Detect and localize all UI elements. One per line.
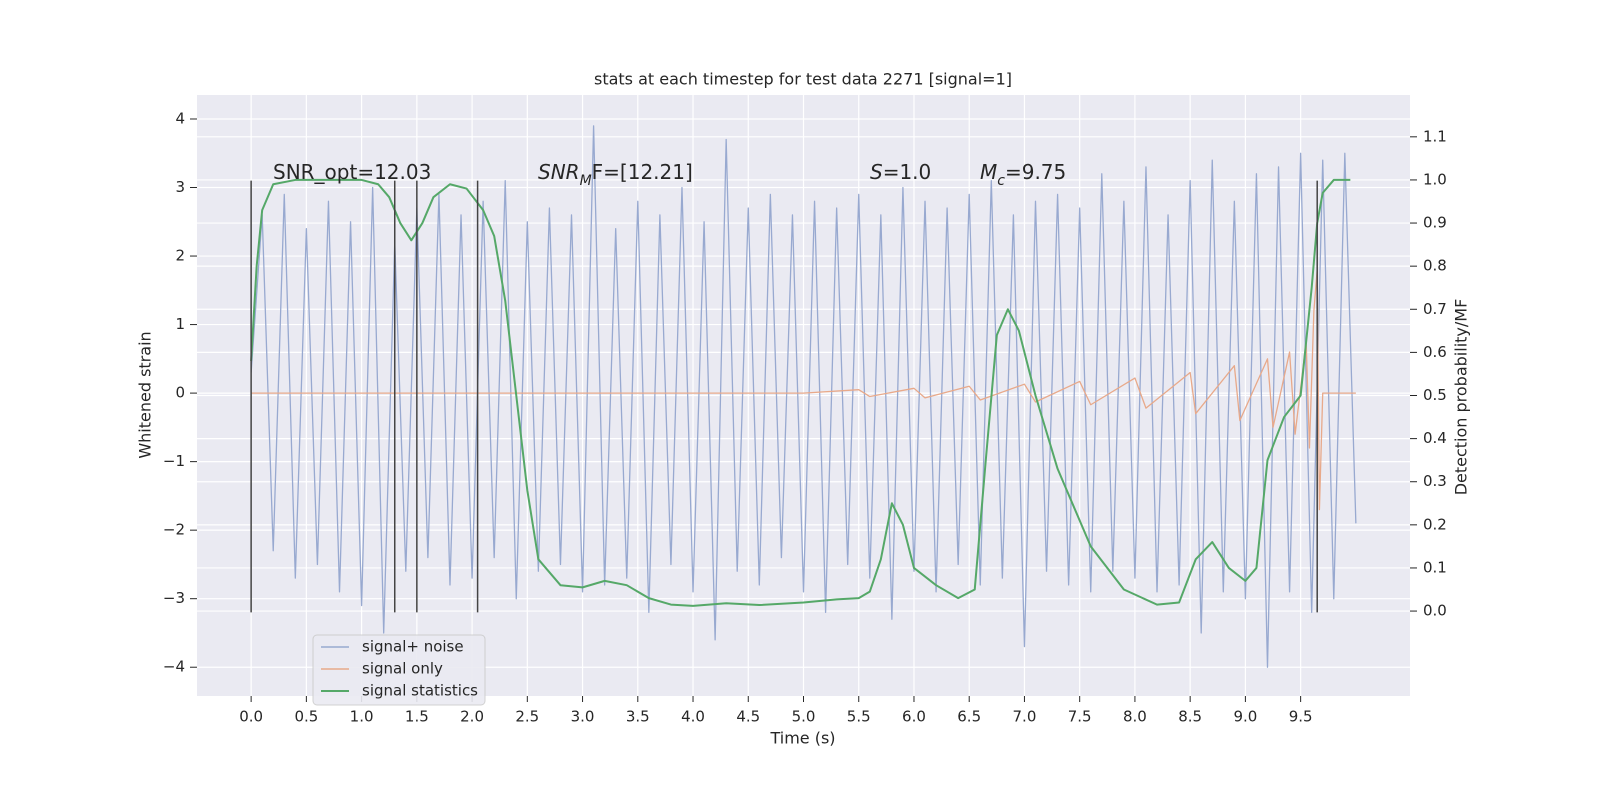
x-tick-label: 2.5 xyxy=(515,708,539,726)
x-tick-label: 4.5 xyxy=(736,708,760,726)
y-tick-label: 4 xyxy=(175,109,185,127)
annotation: S=1.0 xyxy=(870,160,931,184)
x-tick-label: 1.0 xyxy=(350,708,374,726)
y-tick-label: 3 xyxy=(175,178,185,196)
legend-label: signal only xyxy=(362,660,443,678)
x-tick-label: 2.0 xyxy=(460,708,484,726)
y-tick-label: −2 xyxy=(163,521,185,539)
y2-tick-label: 1.0 xyxy=(1423,170,1447,188)
y2-tick-label: 0.7 xyxy=(1423,300,1447,318)
x-axis-label: Time (s) xyxy=(769,729,835,748)
y-tick-label: −4 xyxy=(163,658,185,676)
x-tick-label: 5.5 xyxy=(847,708,871,726)
annotation-part: M xyxy=(580,173,592,189)
x-tick-label: 4.0 xyxy=(681,708,705,726)
x-tick-label: 9.5 xyxy=(1289,708,1313,726)
y-tick-label: −1 xyxy=(163,452,185,470)
x-tick-label: 3.5 xyxy=(626,708,650,726)
y2-tick-label: 0.3 xyxy=(1423,472,1447,490)
x-tick-label: 7.0 xyxy=(1013,708,1037,726)
x-tick-label: 6.0 xyxy=(902,708,926,726)
y2-axis-label: Detection probability/MF xyxy=(1452,299,1471,496)
annotation-part: c xyxy=(997,173,1005,189)
x-tick-label: 5.0 xyxy=(792,708,816,726)
annotation: SNRMF=[12.21] xyxy=(538,160,693,190)
annotation-part: SNR xyxy=(538,160,580,184)
annotation-part: =9.75 xyxy=(1005,160,1066,184)
y2-tick-label: 0.9 xyxy=(1423,214,1447,232)
x-tick-label: 3.0 xyxy=(571,708,595,726)
x-tick-label: 6.5 xyxy=(957,708,981,726)
y-axis-label: Whitened strain xyxy=(136,331,155,458)
y-tick-label: 1 xyxy=(175,315,185,333)
x-tick-label: 0.0 xyxy=(239,708,263,726)
legend-label: signal statistics xyxy=(362,682,478,700)
annotation-part: SNR_opt=12.03 xyxy=(273,160,431,184)
x-tick-label: 9.0 xyxy=(1233,708,1257,726)
y2-tick-label: 0.5 xyxy=(1423,386,1447,404)
series-line xyxy=(250,178,1351,607)
y-tick-label: −3 xyxy=(163,589,185,607)
annotation-part: =1.0 xyxy=(883,160,932,184)
y2-tick-label: 0.2 xyxy=(1423,515,1447,533)
annotation-part: F=[12.21] xyxy=(592,160,693,184)
y-tick-label: 2 xyxy=(175,247,185,265)
series-line xyxy=(250,125,1357,668)
series-line xyxy=(251,269,1356,511)
x-tick-label: 1.5 xyxy=(405,708,429,726)
y-tick-label: 0 xyxy=(175,384,185,402)
y2-tick-label: 0.0 xyxy=(1423,602,1447,620)
annotation-part: S xyxy=(870,160,883,184)
annotation-part: M xyxy=(980,160,997,184)
y2-tick-label: 1.1 xyxy=(1423,127,1447,145)
legend-label: signal+ noise xyxy=(362,638,464,656)
legend-box xyxy=(312,634,486,706)
annotation: Mc=9.75 xyxy=(980,160,1066,190)
y2-tick-label: 0.1 xyxy=(1423,558,1447,576)
chart-title: stats at each timestep for test data 227… xyxy=(594,70,1012,89)
x-tick-label: 8.5 xyxy=(1178,708,1202,726)
annotation: SNR_opt=12.03 xyxy=(273,160,431,184)
x-tick-label: 0.5 xyxy=(294,708,318,726)
x-tick-label: 7.5 xyxy=(1068,708,1092,726)
y2-tick-label: 0.6 xyxy=(1423,343,1447,361)
y2-tick-label: 0.8 xyxy=(1423,257,1447,275)
y2-tick-label: 0.4 xyxy=(1423,429,1447,447)
x-tick-label: 8.0 xyxy=(1123,708,1147,726)
